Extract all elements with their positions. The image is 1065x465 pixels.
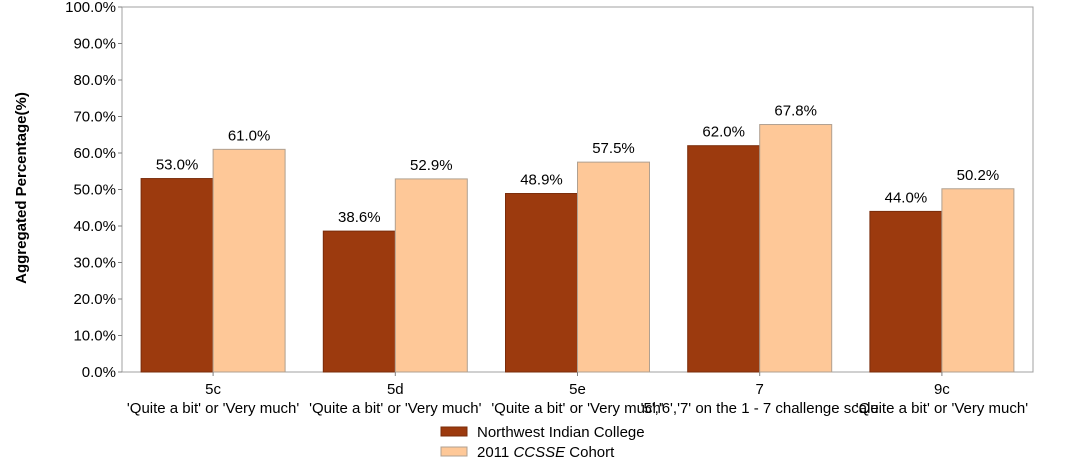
data-label: 38.6% bbox=[338, 209, 381, 226]
legend-swatch-cohort bbox=[440, 446, 468, 457]
y-tick-label: 100.0% bbox=[65, 0, 116, 16]
x-tick-sublabel: 'Quite a bit' or 'Very much' bbox=[127, 400, 299, 417]
x-tick-label: 5c bbox=[205, 381, 221, 398]
data-label: 44.0% bbox=[885, 189, 928, 206]
data-label: 50.2% bbox=[957, 167, 1000, 184]
data-label: 57.5% bbox=[592, 140, 635, 157]
y-tick-label: 80.0% bbox=[73, 72, 116, 89]
x-tick-label: 7 bbox=[756, 381, 764, 398]
bar-cohort-7 bbox=[759, 124, 833, 373]
data-label: 61.0% bbox=[228, 127, 271, 144]
data-label: 62.0% bbox=[702, 124, 745, 141]
x-tick-label: 5e bbox=[569, 381, 586, 398]
y-tick-label: 10.0% bbox=[73, 328, 116, 345]
data-label: 67.8% bbox=[774, 103, 817, 120]
x-tick-sublabel: 'Quite a bit' or 'Very much' bbox=[491, 400, 663, 417]
legend-label-college: Northwest Indian College bbox=[477, 424, 645, 441]
y-tick-label: 20.0% bbox=[73, 291, 116, 308]
y-tick-label: 40.0% bbox=[73, 218, 116, 235]
legend-swatch-college bbox=[440, 426, 468, 437]
bar-college-9c bbox=[869, 210, 943, 373]
x-tick-sublabel: 'Quite a bit' or 'Very much' bbox=[856, 400, 1028, 417]
x-tick-sublabel: '5','6','7' on the 1 - 7 challenge scale bbox=[641, 400, 879, 417]
x-tick-label: 9c bbox=[934, 381, 950, 398]
bar-cohort-5e bbox=[577, 161, 650, 373]
bar-cohort-5c bbox=[212, 148, 286, 373]
y-tick-label: 60.0% bbox=[73, 145, 116, 162]
y-axis: 0.0% 10.0% 20.0% 30.0% 40.0% 50.0% 60.0% 70.0% 8… bbox=[65, 0, 122, 381]
bar-cohort-9c bbox=[941, 188, 1015, 373]
y-tick-label: 0.0% bbox=[82, 364, 116, 381]
x-tick-label: 5d bbox=[387, 381, 404, 398]
y-tick-label: 30.0% bbox=[73, 255, 116, 272]
data-label: 52.9% bbox=[410, 157, 453, 174]
legend: Northwest Indian College 2011 CCSSE Cohor… bbox=[440, 424, 645, 461]
plot-area: 53.0% 61.0% 38.6% 52.9% 48.9% 57.5% 62.0% 67.8%… bbox=[121, 6, 1034, 373]
data-label: 48.9% bbox=[520, 172, 563, 189]
bar-college-5c bbox=[140, 178, 214, 373]
y-tick-label: 70.0% bbox=[73, 109, 116, 126]
y-tick-label: 50.0% bbox=[73, 182, 116, 199]
bar-college-5e bbox=[505, 193, 578, 373]
x-tick-sublabel: 'Quite a bit' or 'Very much' bbox=[309, 400, 481, 417]
x-axis: 5c 'Quite a bit' or 'Very much' 5d 'Quite a… bbox=[127, 372, 1028, 417]
bar-college-7 bbox=[687, 145, 761, 373]
data-label: 53.0% bbox=[156, 157, 199, 174]
y-axis-title: Aggregated Percentage(%) bbox=[13, 92, 30, 284]
legend-label-cohort: 2011 CCSSE Cohort bbox=[477, 444, 615, 461]
y-tick-label: 90.0% bbox=[73, 36, 116, 53]
bar-cohort-5d bbox=[394, 178, 468, 373]
bar-college-5d bbox=[322, 230, 396, 373]
